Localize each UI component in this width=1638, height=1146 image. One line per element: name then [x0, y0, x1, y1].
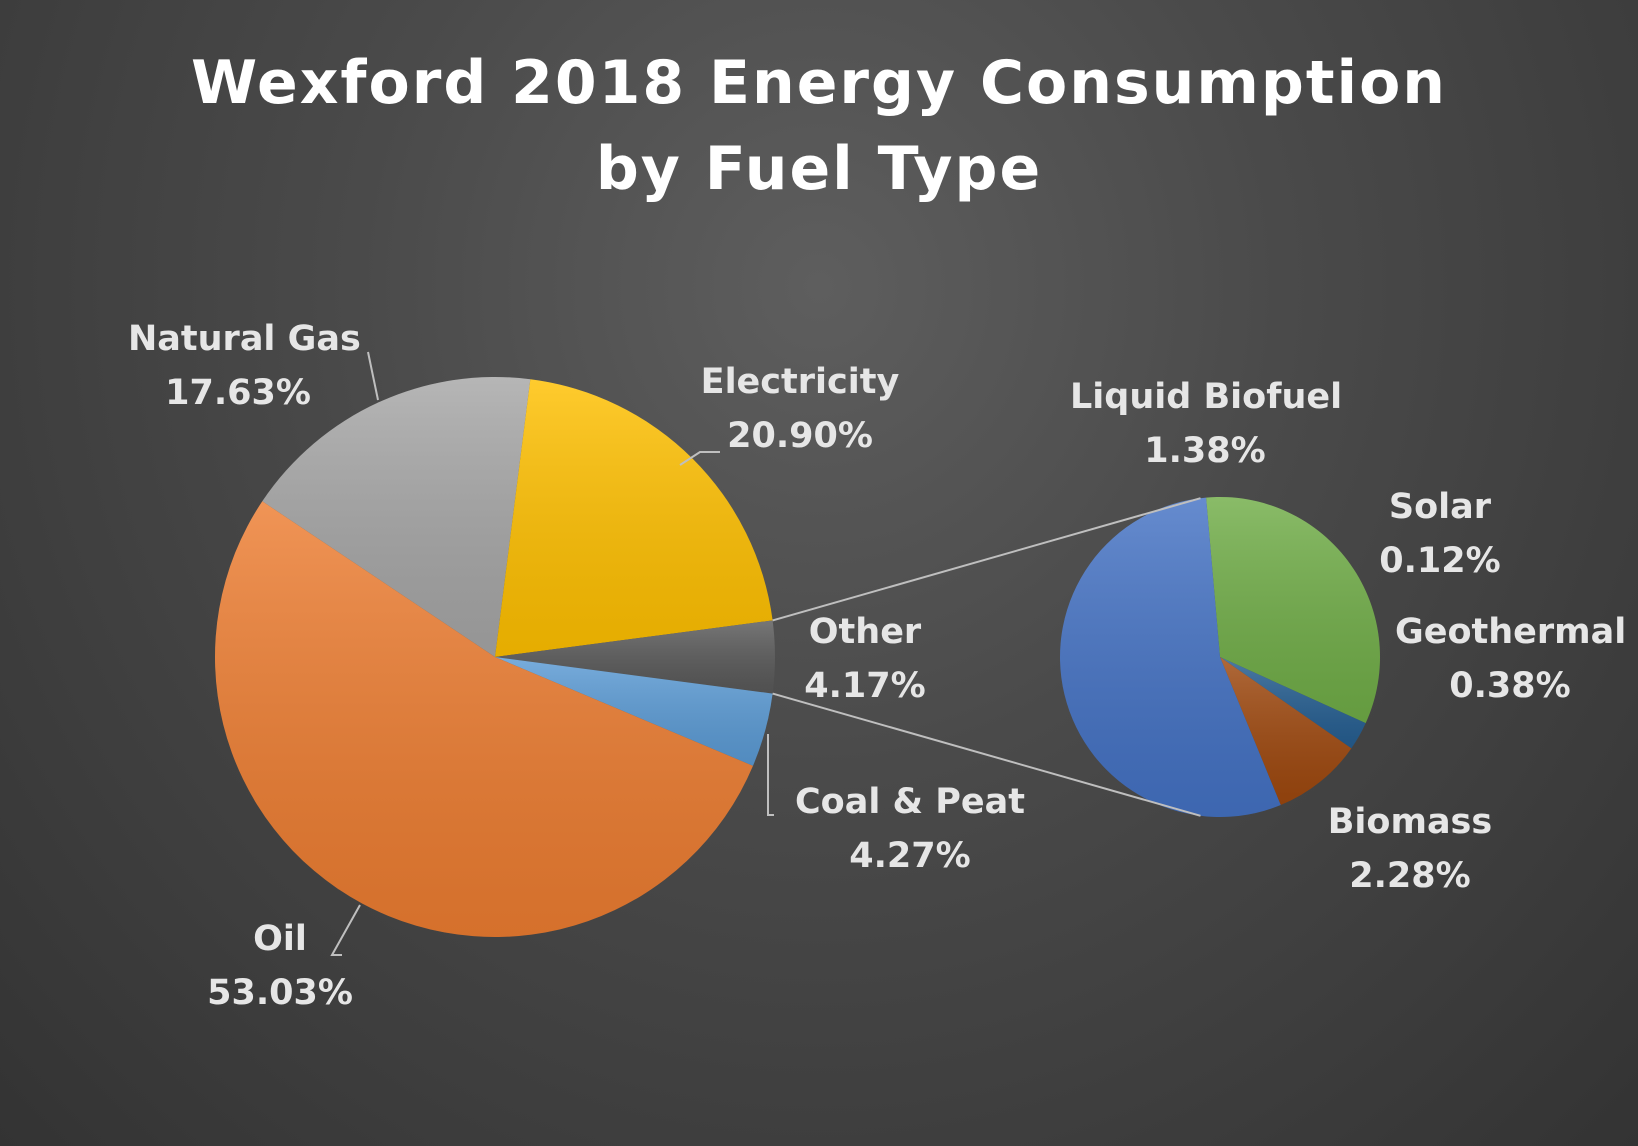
sub-slice-geothermal-shading [1220, 657, 1352, 806]
slice-other-shading [495, 620, 775, 694]
data-label-electricity: Electricity 20.90% [700, 362, 900, 456]
slice-coal-peat-shading [495, 657, 773, 766]
leader-line-oil [330, 904, 361, 956]
data-label-other: Other 4.17% [804, 612, 926, 706]
data-label-biomass: Biomass 2.28% [1327, 802, 1493, 896]
leader-line-coal-peat [767, 734, 774, 816]
sub-slice-liquid-biofuel-shading [1206, 497, 1380, 724]
data-label-natural-gas: Natural Gas 17.63% [128, 319, 361, 413]
leader-line-electricity [679, 451, 720, 466]
chart-title: Wexford 2018 Energy Consumption by Fuel … [0, 40, 1638, 212]
slice-natural-gas-shading [262, 376, 531, 657]
data-label-coal-peat: Coal & Peat 4.27% [795, 782, 1025, 876]
data-label-geothermal: Geothermal 0.38% [1395, 612, 1627, 706]
data-label-liquid-biofuel: Liquid Biofuel 1.38% [1070, 377, 1343, 471]
chart-title-line-2: by Fuel Type [595, 134, 1043, 204]
connector-line-bottom [772, 692, 1201, 817]
connector-line-top [772, 497, 1201, 622]
data-label-oil: Oil 53.03% [207, 919, 353, 1013]
chart-title-line-1: Wexford 2018 Energy Consumption [190, 48, 1448, 118]
slice-oil-shading [214, 501, 753, 938]
sub-slice-biomass-shading [1060, 497, 1281, 818]
leader-line-natural-gas [367, 351, 379, 401]
sub-slice-solar-shading [1220, 657, 1366, 749]
slice-electricity-shading [495, 379, 773, 657]
data-label-solar: Solar 0.12% [1379, 487, 1501, 581]
